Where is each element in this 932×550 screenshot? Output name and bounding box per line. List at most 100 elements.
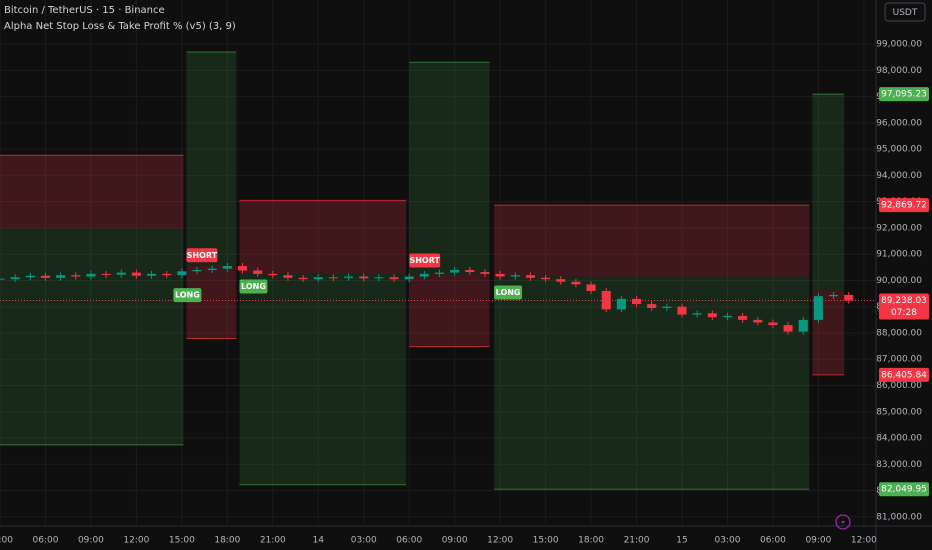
- signals: LONG SHORT LONG SHORT LONG: [173, 248, 523, 303]
- candle-body: [283, 275, 293, 278]
- zone-upper: [409, 62, 490, 275]
- candle-body: [328, 277, 338, 279]
- countdown: 07:28: [891, 308, 917, 318]
- candle-body: [434, 272, 445, 274]
- y-tick-label: 87,000.00: [876, 355, 922, 365]
- candle-body: [25, 275, 35, 278]
- zone-lower: [0, 228, 184, 445]
- zone-lower: [239, 273, 407, 485]
- x-tick-label: 12:00: [487, 536, 513, 546]
- candle-body: [692, 313, 702, 315]
- candle-body: [86, 273, 96, 277]
- zones: [0, 51, 845, 490]
- price-tag-label: 86,405.84: [881, 370, 927, 380]
- zone-lower: [494, 276, 810, 490]
- candle-body: [450, 269, 460, 273]
- candle-body: [783, 325, 793, 332]
- y-tick-label: 85,000.00: [876, 407, 922, 417]
- candle-body: [495, 273, 505, 277]
- y-tick-label: 92,000.00: [876, 223, 922, 233]
- candle-body: [510, 275, 520, 277]
- candle-body: [147, 273, 157, 276]
- zone-upper: [186, 51, 237, 266]
- price-tag-label: 82,049.95: [881, 485, 927, 495]
- x-tick-label: 21:00: [260, 536, 286, 546]
- candle-body: [177, 271, 187, 276]
- x-tick-label: 06:00: [32, 536, 58, 546]
- y-tick-label: 86,000.00: [876, 381, 922, 391]
- candle-body: [738, 315, 748, 320]
- y-tick-label: 94,000.00: [876, 171, 922, 181]
- candle-body: [480, 272, 490, 274]
- y-tick-label: 84,000.00: [876, 434, 922, 444]
- candle-body: [131, 272, 141, 276]
- candle-body: [753, 319, 763, 323]
- price-tag: [879, 198, 929, 213]
- candle-body: [374, 277, 384, 279]
- x-tick-label: 12:00: [123, 536, 149, 546]
- candle-body: [40, 275, 51, 278]
- candle-body: [465, 269, 475, 273]
- y-tick-label: 88,000.00: [876, 328, 922, 338]
- candle-body: [525, 275, 535, 278]
- candle-body: [298, 277, 308, 280]
- candle-body: [192, 269, 202, 272]
- x-tick-label: 15:00: [169, 536, 195, 546]
- x-tick-label: 14: [313, 536, 325, 546]
- candle-body: [707, 313, 717, 318]
- zone-upper: [494, 205, 810, 277]
- x-tick-label: 03:00: [715, 536, 741, 546]
- candle-body: [101, 273, 111, 275]
- candle-body: [768, 322, 778, 326]
- candle-body: [571, 281, 581, 285]
- y-tick-label: 90,000.00: [876, 276, 922, 286]
- candle-body: [798, 319, 808, 332]
- x-tick-label: 15: [676, 536, 687, 546]
- candle-body: [56, 275, 66, 278]
- x-tick-label: 06:00: [396, 536, 422, 546]
- price-tag: [879, 482, 929, 497]
- zone-upper: [812, 94, 845, 291]
- candle-body: [722, 315, 733, 318]
- candle-body: [313, 277, 323, 280]
- zone-upper: [0, 155, 184, 229]
- y-tick-label: 99,000.00: [876, 40, 922, 50]
- lightning-icon[interactable]: [835, 514, 851, 530]
- x-tick-label: 06:00: [760, 536, 786, 546]
- signal-badge: [409, 253, 441, 268]
- signal-badge: [494, 285, 523, 300]
- candle-body: [237, 266, 248, 271]
- candle-body: [344, 276, 354, 278]
- candle-body: [253, 270, 263, 274]
- price-tag: [879, 87, 929, 102]
- x-tick-label: 12:00: [851, 536, 877, 546]
- zone-upper: [239, 200, 407, 274]
- candle-body: [116, 272, 126, 275]
- candles: [0, 263, 854, 335]
- candle-body: [222, 266, 232, 269]
- y-tick-label: 95,000.00: [876, 145, 922, 155]
- signal-badge: [239, 279, 268, 294]
- candle-body: [829, 294, 839, 297]
- candle-body: [162, 273, 172, 276]
- candle-body: [586, 284, 596, 291]
- signal-label: LONG: [496, 288, 521, 297]
- candle-body: [631, 298, 642, 305]
- price-tag-label: 89,238.03: [881, 296, 927, 306]
- signal-badge: [186, 248, 218, 263]
- zone-lower: [409, 274, 490, 347]
- candle-body: [616, 298, 626, 310]
- candle-body: [207, 268, 217, 270]
- y-tick-label: 81,000.00: [876, 512, 922, 522]
- y-tick-label: 96,000.00: [876, 118, 922, 128]
- candle-body: [601, 290, 611, 310]
- signal-label: LONG: [241, 282, 266, 291]
- x-tick-label: 09:00: [78, 536, 104, 546]
- candle-body: [404, 276, 414, 280]
- currency-button[interactable]: [884, 2, 926, 22]
- candle-body: [71, 275, 81, 277]
- candle-body: [813, 296, 823, 320]
- x-tick-label: 03:00: [0, 536, 13, 546]
- price-tag-label: 97,095.23: [881, 90, 927, 100]
